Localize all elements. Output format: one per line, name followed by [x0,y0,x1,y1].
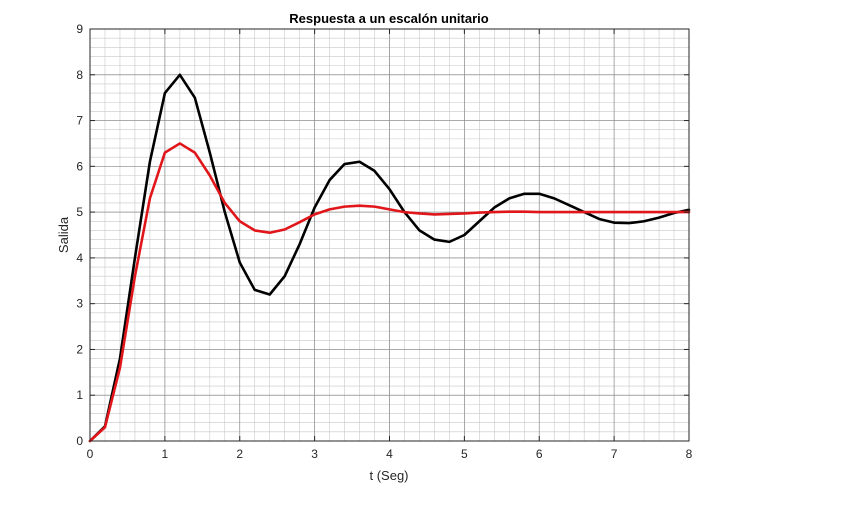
y-tick-label: 6 [76,159,83,173]
x-tick-label: 0 [87,447,94,461]
x-tick-label: 6 [536,447,543,461]
series-line-2 [88,142,691,443]
y-tick-label: 3 [76,297,83,311]
y-tick-label: 8 [76,68,83,82]
x-tick-label: 7 [611,447,618,461]
y-tick-label: 2 [76,342,83,356]
y-tick-label: 1 [76,388,83,402]
y-axis-label: Salida [56,216,71,253]
series-layer [88,73,691,443]
y-tick-label: 4 [76,251,83,265]
x-tick-label: 2 [236,447,243,461]
x-axis-ticks: 0 1 2 3 4 5 6 7 8 [87,29,693,461]
y-tick-label: 0 [76,434,83,448]
x-tick-label: 4 [386,447,393,461]
y-tick-label: 5 [76,205,83,219]
x-tick-label: 5 [461,447,468,461]
x-tick-label: 8 [686,447,693,461]
chart-title: Respuesta a un escalón unitario [289,11,488,26]
x-axis-label: t (Seg) [369,468,408,483]
x-tick-label: 3 [311,447,318,461]
series-line-1 [88,73,691,443]
y-tick-label: 9 [76,22,83,36]
y-tick-label: 7 [76,114,83,128]
y-axis-ticks: 0 1 2 3 4 5 6 7 8 9 [76,22,689,448]
x-tick-label: 1 [162,447,169,461]
